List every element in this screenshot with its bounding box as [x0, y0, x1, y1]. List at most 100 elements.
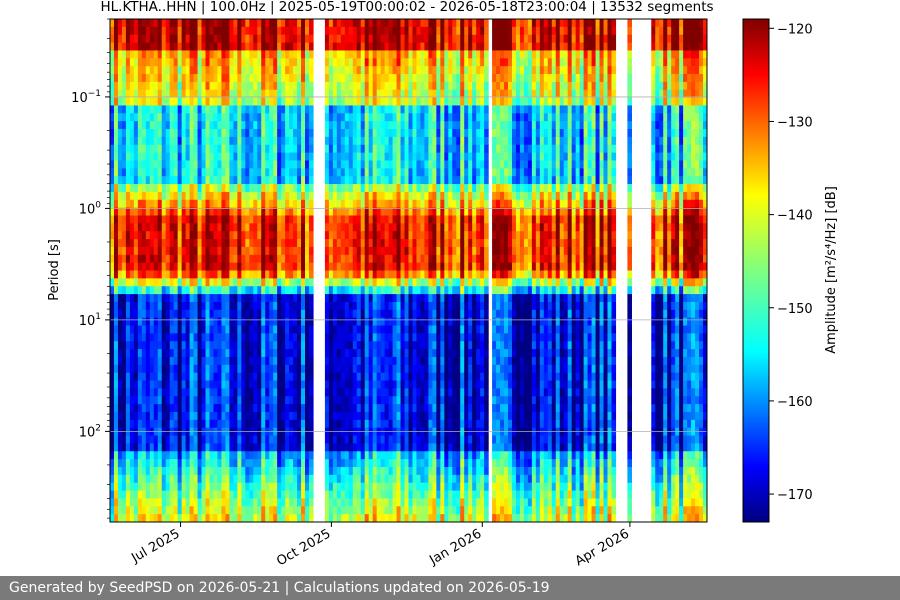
heatmap-column — [655, 19, 660, 522]
heatmap-column — [380, 19, 386, 522]
heatmap-column — [145, 19, 151, 522]
heatmap-column — [535, 19, 541, 522]
heatmap-column — [121, 19, 127, 522]
heatmap-column — [257, 19, 262, 522]
heatmap-column — [679, 19, 684, 522]
heatmap-column — [583, 19, 589, 522]
heatmap-column — [273, 19, 278, 522]
heatmap-column — [352, 19, 358, 522]
heatmap-column — [110, 19, 115, 522]
heatmap-column — [364, 19, 370, 522]
heatmap-column — [360, 19, 366, 522]
y-tick-label: 10−1 — [71, 89, 101, 106]
heatmap-column — [444, 19, 449, 522]
heatmap-column — [297, 19, 302, 522]
heatmap-column — [201, 19, 207, 522]
heatmap-column — [305, 19, 310, 522]
heatmap-column — [217, 19, 223, 522]
heatmap-column — [559, 19, 565, 522]
heatmap-column — [384, 19, 390, 522]
colorbar-tick-label: −170 — [777, 488, 813, 503]
x-tick-label: Oct 2025 — [274, 526, 333, 569]
heatmap-column — [368, 19, 374, 522]
y-tick-label: 101 — [79, 312, 101, 329]
heatmap-column — [687, 19, 692, 522]
heatmap-column — [237, 19, 242, 522]
heatmap-column — [424, 19, 429, 522]
heatmap-column — [209, 19, 215, 522]
heatmap-column — [113, 19, 119, 522]
heatmap-column — [651, 19, 656, 522]
heatmap-column — [452, 19, 457, 522]
heatmap-column — [595, 19, 601, 522]
heatmap-column — [492, 19, 497, 522]
heatmap-column — [241, 19, 246, 522]
heatmap-column — [285, 19, 290, 522]
heatmap-column — [165, 19, 171, 522]
heatmap-column — [611, 19, 617, 522]
heatmap-column — [627, 19, 632, 522]
heatmap-column — [607, 19, 613, 522]
heatmap-column — [372, 19, 378, 522]
heatmap-column — [400, 19, 406, 522]
heatmap-column — [332, 19, 338, 522]
heatmap-column — [539, 19, 545, 522]
heatmap-column — [695, 19, 700, 522]
heatmap-column — [249, 19, 254, 522]
heatmap-column — [440, 19, 445, 522]
heatmap-column — [472, 19, 477, 522]
heatmap-column — [428, 19, 433, 522]
heatmap-column — [663, 19, 668, 522]
heatmap-column — [281, 19, 286, 522]
y-axis-label: Period [s] — [47, 239, 62, 301]
colorbar-tick-label: −140 — [777, 209, 813, 224]
heatmap-column — [301, 19, 306, 522]
heatmap-column — [436, 19, 441, 522]
heatmap-column — [515, 19, 521, 522]
heatmap-column — [125, 19, 131, 522]
heatmap-column — [547, 19, 553, 522]
heatmap-column — [233, 19, 238, 522]
y-axis: 10−1 100 101 102 — [71, 18, 110, 519]
heatmap-column — [555, 19, 561, 522]
heatmap-column — [416, 19, 422, 522]
heatmap-column — [229, 19, 234, 522]
heatmap-column — [253, 19, 258, 522]
x-tick-label: Apr 2026 — [573, 526, 632, 569]
heatmap-column — [460, 19, 465, 522]
heatmap-column — [587, 19, 593, 522]
heatmap-column — [173, 19, 179, 522]
heatmap-column — [531, 19, 537, 522]
colorbar-tick-label: −130 — [777, 115, 813, 130]
heatmap-column — [504, 19, 509, 522]
heatmap-column — [543, 19, 549, 522]
heatmap-column — [117, 19, 123, 522]
heatmap-column — [149, 19, 155, 522]
y-tick-label: 100 — [79, 200, 102, 217]
chart-title: HL.KTHA..HHN | 100.0Hz | 2025-05-19T00:0… — [100, 0, 713, 15]
heatmap-column — [161, 19, 167, 522]
footer-text: Generated by SeedPSD on 2026-05-21 | Cal… — [9, 580, 550, 596]
heatmap-column — [392, 19, 398, 522]
heatmap-column — [432, 19, 437, 522]
heatmap-column — [189, 19, 195, 522]
colorbar-tick-label: −150 — [777, 302, 813, 317]
heatmap-column — [129, 19, 135, 522]
colorbar-tick-label: −160 — [777, 395, 813, 410]
heatmap-column — [523, 19, 529, 522]
heatmap-column — [344, 19, 350, 522]
heatmap-column — [328, 19, 334, 522]
heatmap-column — [496, 19, 501, 522]
heatmap-column — [667, 19, 672, 522]
heatmap-column — [133, 19, 139, 522]
heatmap-column — [464, 19, 469, 522]
heatmap-column — [197, 19, 203, 522]
psd-spectrogram-chart: HL.KTHA..HHN | 100.0Hz | 2025-05-19T00:0… — [47, 0, 839, 569]
heatmap-column — [324, 19, 330, 522]
footer-status-bar: Generated by SeedPSD on 2026-05-21 | Cal… — [0, 576, 900, 600]
heatmap-column — [356, 19, 362, 522]
heatmap-column — [691, 19, 696, 522]
x-axis: Jul 2025 Oct 2025 Jan 2026 Apr 2026 — [128, 522, 632, 569]
heatmap-column — [169, 19, 175, 522]
heatmap-column — [567, 19, 573, 522]
